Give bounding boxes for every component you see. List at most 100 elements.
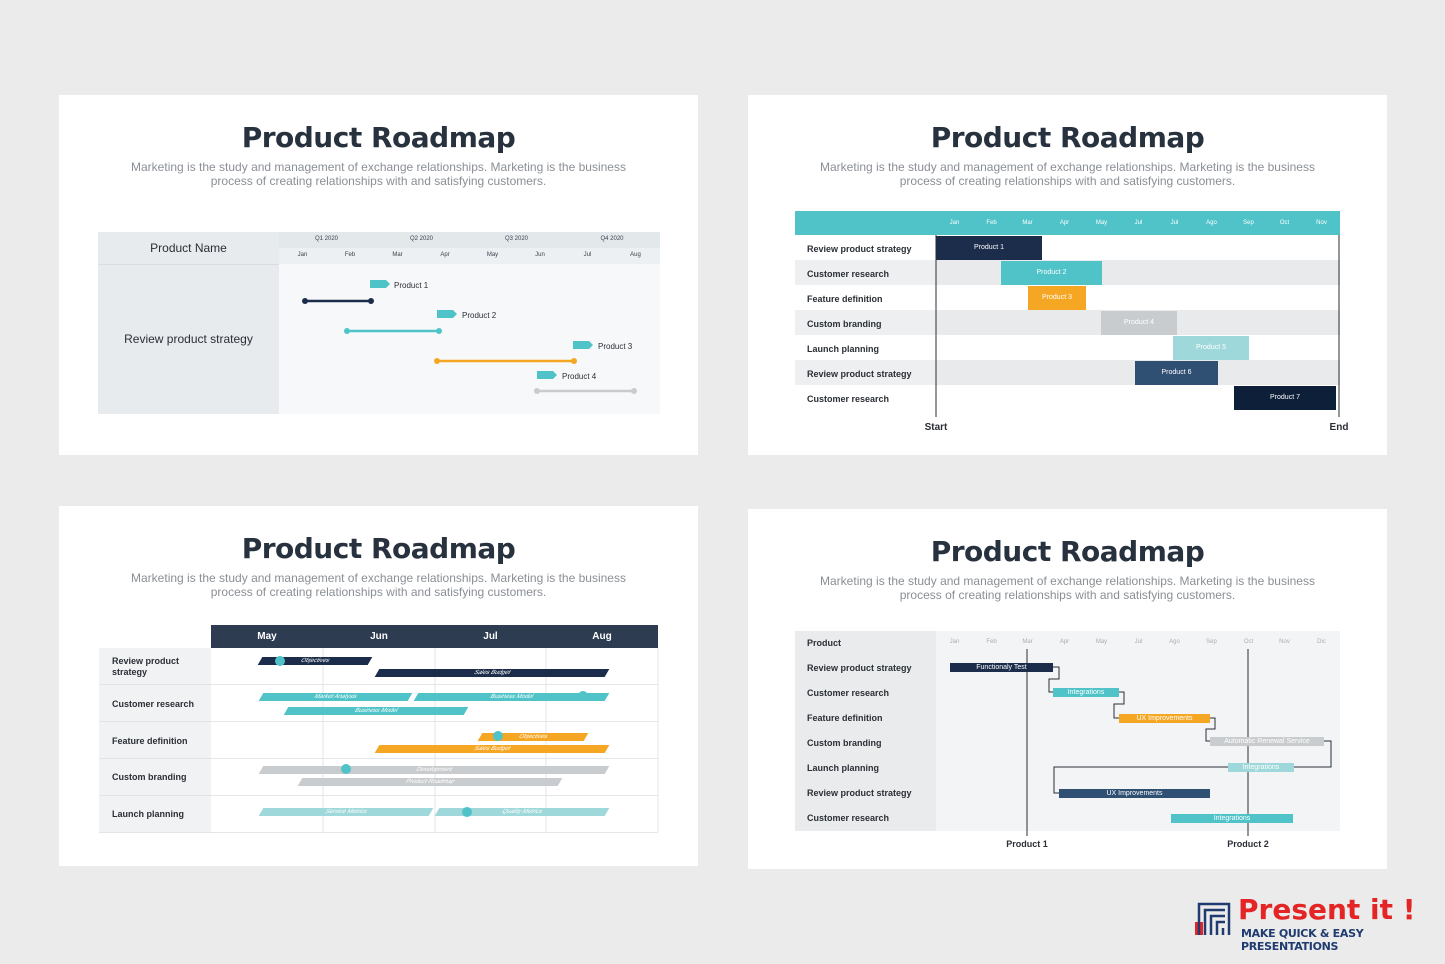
row-label: Launch planning: [112, 809, 184, 819]
gantt-bar: UX Improvements: [1119, 714, 1210, 723]
month-label: Sep: [1243, 220, 1254, 226]
table-row: [99, 796, 658, 833]
gantt-bar: Product 2: [1001, 261, 1102, 285]
roadmap-slide-2: Product Roadmap Marketing is the study a…: [748, 95, 1387, 455]
gantt-bar: Integrations: [1171, 814, 1293, 823]
grid-lines: [322, 648, 659, 832]
month-label: Mar: [1022, 220, 1033, 226]
month-label: Apr: [440, 252, 450, 258]
slide-title: Product Roadmap: [930, 121, 1205, 154]
brand-logo-icon: [1195, 902, 1231, 935]
slide-title: Product Roadmap: [241, 121, 516, 154]
month-label: May: [257, 631, 277, 642]
row-label: Review product strategy: [807, 788, 912, 798]
table-row: [99, 722, 658, 759]
month-label: Oct: [1243, 639, 1254, 645]
timeline-lines: [302, 280, 637, 394]
roadmap-slide-1: Product Roadmap Marketing is the study a…: [59, 95, 698, 455]
slide-subtitle: Marketing is the study and management of…: [131, 160, 626, 188]
quarter-header-row: [279, 232, 660, 248]
gantt-bar: Automatic Renewal Service: [1210, 737, 1324, 746]
table-row: [795, 235, 1340, 260]
quarter-label: Q1 2020: [314, 236, 339, 242]
brand-name: Present it !: [1238, 893, 1416, 926]
month-label: Aug: [630, 252, 641, 258]
month-label: Jun: [370, 631, 388, 642]
gantt-bar: Product 1: [936, 236, 1042, 260]
row-label: Launch planning: [807, 763, 879, 773]
month-label: Sep: [1206, 639, 1217, 645]
month-label: May: [1095, 639, 1108, 645]
milestone-label: Product 4: [562, 372, 597, 381]
month-label: Aug: [592, 631, 612, 642]
slide-subtitle: Marketing is the study and management of…: [131, 571, 626, 599]
month-label: Mar: [392, 252, 403, 258]
month-label: Oct: [1279, 220, 1290, 226]
gantt-bar: UX Improvements: [1059, 789, 1210, 798]
month-header-row: [279, 248, 660, 264]
month-label: Mar: [1022, 639, 1033, 645]
milestone-label: Product 2: [1227, 839, 1269, 849]
row-label: Review product strategy: [807, 369, 912, 379]
start-end-markers: [935, 235, 1340, 417]
month-label: Jan: [297, 252, 308, 258]
month-header: [211, 625, 658, 648]
row-label: Customer research: [807, 269, 890, 279]
slide-title: Product Roadmap: [930, 535, 1205, 568]
dependency-connectors: [1026, 649, 1332, 836]
gantt-bar: Integrations: [1228, 763, 1294, 772]
month-label: Dic: [1317, 639, 1326, 645]
star-milestones: [275, 656, 588, 817]
gantt-bar: Product 6: [1135, 361, 1218, 385]
product-header: Product: [807, 638, 842, 648]
month-label: Ago: [1206, 220, 1217, 226]
row-label: Custom branding: [807, 319, 882, 329]
milestone-label: Product 1: [1006, 839, 1048, 849]
milestone-label: Product 2: [462, 311, 497, 320]
row-label: Custom branding: [112, 772, 187, 782]
month-label: Jan: [949, 220, 960, 226]
start-label: Start: [924, 422, 948, 433]
row-label: Customer research: [807, 688, 890, 698]
month-header: [795, 211, 1340, 235]
month-label: Feb: [986, 639, 997, 645]
row-label: Review product strategy: [112, 656, 180, 677]
slide-title: Product Roadmap: [241, 532, 516, 565]
table-row: [99, 648, 658, 685]
row-label: Customer research: [807, 394, 890, 404]
month-label: Apr: [1059, 639, 1070, 645]
row-label: Launch planning: [807, 344, 879, 354]
gantt-bar: Product 5: [1173, 336, 1249, 360]
month-label: Feb: [344, 252, 356, 258]
roadmap-slide-4: Product Roadmap Marketing is the study a…: [748, 509, 1387, 869]
product-name-column: [98, 232, 279, 414]
slide-subtitle: Marketing is the study and management of…: [820, 574, 1315, 602]
milestone-label: Product 1: [394, 281, 429, 290]
month-label: Jul: [583, 252, 592, 258]
month-label: May: [486, 252, 499, 258]
row-label: Custom branding: [807, 738, 882, 748]
month-label: Jul: [1134, 639, 1143, 645]
row-label: Customer research: [112, 699, 195, 709]
row-label: Review product strategy: [807, 244, 912, 254]
product-name-header: Product Name: [150, 241, 227, 255]
table-row: [99, 759, 658, 796]
gantt-bar: Integrations: [1053, 688, 1119, 697]
divider: [98, 264, 279, 265]
gantt-bar: Functionaly Test: [950, 663, 1053, 672]
table-row: [795, 335, 1340, 360]
month-label: Jan: [949, 639, 960, 645]
table-row: [795, 360, 1340, 385]
row-label: Customer research: [807, 813, 890, 823]
gantt-bar: Product 4: [1101, 311, 1177, 335]
month-label: Apr: [1059, 220, 1070, 226]
row-label: Feature definition: [807, 713, 883, 723]
end-label: End: [1329, 422, 1349, 433]
month-label: Jul: [483, 631, 498, 642]
month-label: Nov: [1279, 639, 1290, 645]
month-label: Feb: [986, 220, 997, 226]
month-label: Jul: [1170, 220, 1179, 226]
month-label: Jun: [535, 252, 545, 258]
month-label: Nov: [1316, 220, 1327, 226]
month-label: Jul: [1134, 220, 1143, 226]
